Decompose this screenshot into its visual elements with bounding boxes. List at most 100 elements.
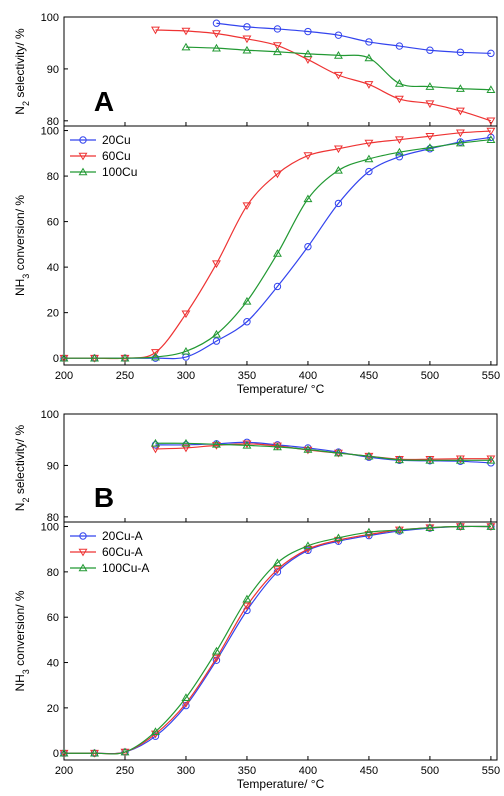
data-point xyxy=(364,154,374,163)
data-point xyxy=(455,455,465,464)
data-point xyxy=(394,525,404,534)
axis-label-text: N2 selectivity/ % xyxy=(13,28,31,115)
data-point xyxy=(151,727,160,735)
y-tick-label: 40 xyxy=(47,262,59,274)
axis-label-subscript: 2 xyxy=(21,101,31,106)
data-point xyxy=(272,47,282,56)
legend-label: 60Cu-A xyxy=(102,545,143,559)
data-point xyxy=(273,441,282,449)
axis-label-text: N2 selectivity/ % xyxy=(13,424,31,511)
data-point xyxy=(303,194,313,203)
data-point xyxy=(304,27,312,36)
data-point xyxy=(211,439,221,448)
data-point xyxy=(212,19,221,27)
data-point xyxy=(90,748,99,757)
x-tick-label: 300 xyxy=(177,370,195,382)
data-point xyxy=(303,445,313,453)
axis-label-text: NH3 conversion/ % xyxy=(13,590,31,691)
x-tick-label: 500 xyxy=(421,370,439,382)
x-tick-label: 350 xyxy=(238,765,256,777)
y-tick-label: 90 xyxy=(47,460,59,472)
data-point xyxy=(394,147,404,156)
series-100Cu-A xyxy=(59,522,496,757)
data-point xyxy=(211,43,221,52)
data-point xyxy=(486,522,496,530)
y-tick-label: 80 xyxy=(47,116,59,128)
plot-frame xyxy=(63,413,498,523)
data-point xyxy=(486,455,496,464)
legend: 20Cu 60Cu 100Cu xyxy=(70,133,137,179)
data-point xyxy=(455,84,465,92)
data-point xyxy=(365,167,373,176)
axis-label-part: conversion/ % xyxy=(13,590,27,669)
data-point xyxy=(181,42,191,51)
series-line xyxy=(155,29,492,122)
axis-label-part: selectivity/ % xyxy=(13,424,27,497)
y-tick-label: 20 xyxy=(47,703,59,715)
data-point xyxy=(303,446,313,455)
y-tick-label: 80 xyxy=(47,512,59,524)
data-point xyxy=(242,202,252,211)
data-point xyxy=(273,282,282,291)
data-point xyxy=(303,49,313,58)
data-point xyxy=(455,107,465,116)
data-point xyxy=(334,31,343,39)
series-20Cu xyxy=(212,19,495,58)
axis-label-subscript: 3 xyxy=(21,669,31,674)
data-point xyxy=(425,455,435,464)
x-tick-label: 200 xyxy=(55,765,73,777)
data-point xyxy=(456,457,465,466)
axis-label-part: NH xyxy=(13,279,27,296)
x-tick-label: 400 xyxy=(299,370,317,382)
series-60Cu xyxy=(59,127,496,363)
legend-marker xyxy=(78,167,88,176)
axis-label-part: NH xyxy=(13,674,27,691)
data-point xyxy=(455,129,465,138)
x-axis-label: Temperature/ °C xyxy=(237,382,325,396)
data-point xyxy=(334,199,343,208)
data-point xyxy=(486,117,496,126)
axis-label-part: selectivity/ % xyxy=(13,28,27,101)
data-point xyxy=(212,337,221,345)
axis-label: NH3 conversion/ % xyxy=(13,195,31,296)
y-tick-label: 100 xyxy=(41,126,59,138)
data-point xyxy=(151,352,160,361)
y-tick-label: 100 xyxy=(41,409,59,421)
legend-label: 20Cu-A xyxy=(102,529,143,543)
data-point xyxy=(425,523,435,531)
panel-label: B xyxy=(94,482,114,513)
data-point xyxy=(487,49,495,58)
data-point xyxy=(394,79,404,87)
chart-panel-3: 80 90 100 N2 selectivity/ % B xyxy=(13,409,498,524)
y-tick-label: 80 xyxy=(47,171,59,183)
data-point xyxy=(272,566,282,574)
data-point xyxy=(59,353,69,362)
y-tick-label: 0 xyxy=(53,748,59,760)
series-100Cu-A xyxy=(151,438,496,464)
x-tick-label: 350 xyxy=(238,370,256,382)
data-point xyxy=(364,53,374,62)
data-point xyxy=(456,48,465,56)
data-point xyxy=(426,46,434,54)
data-point xyxy=(242,602,252,611)
data-point xyxy=(181,346,191,355)
data-point xyxy=(425,82,435,90)
data-point xyxy=(486,85,496,93)
data-point xyxy=(395,153,404,161)
data-point xyxy=(211,646,221,655)
data-point xyxy=(364,81,374,89)
x-tick-label: 450 xyxy=(360,765,378,777)
data-point xyxy=(211,30,221,39)
data-point xyxy=(242,45,252,54)
legend-marker xyxy=(79,532,87,540)
series-100Cu xyxy=(181,42,496,93)
legend: 20Cu-A 60Cu-A 100Cu-A xyxy=(70,529,149,575)
data-point xyxy=(333,145,343,154)
axis-label: N2 selectivity/ % xyxy=(13,424,31,511)
data-point xyxy=(425,100,435,109)
data-point xyxy=(333,71,343,80)
data-point xyxy=(333,533,343,542)
axis-label: N2 selectivity/ % xyxy=(13,28,31,115)
data-point xyxy=(364,451,374,460)
